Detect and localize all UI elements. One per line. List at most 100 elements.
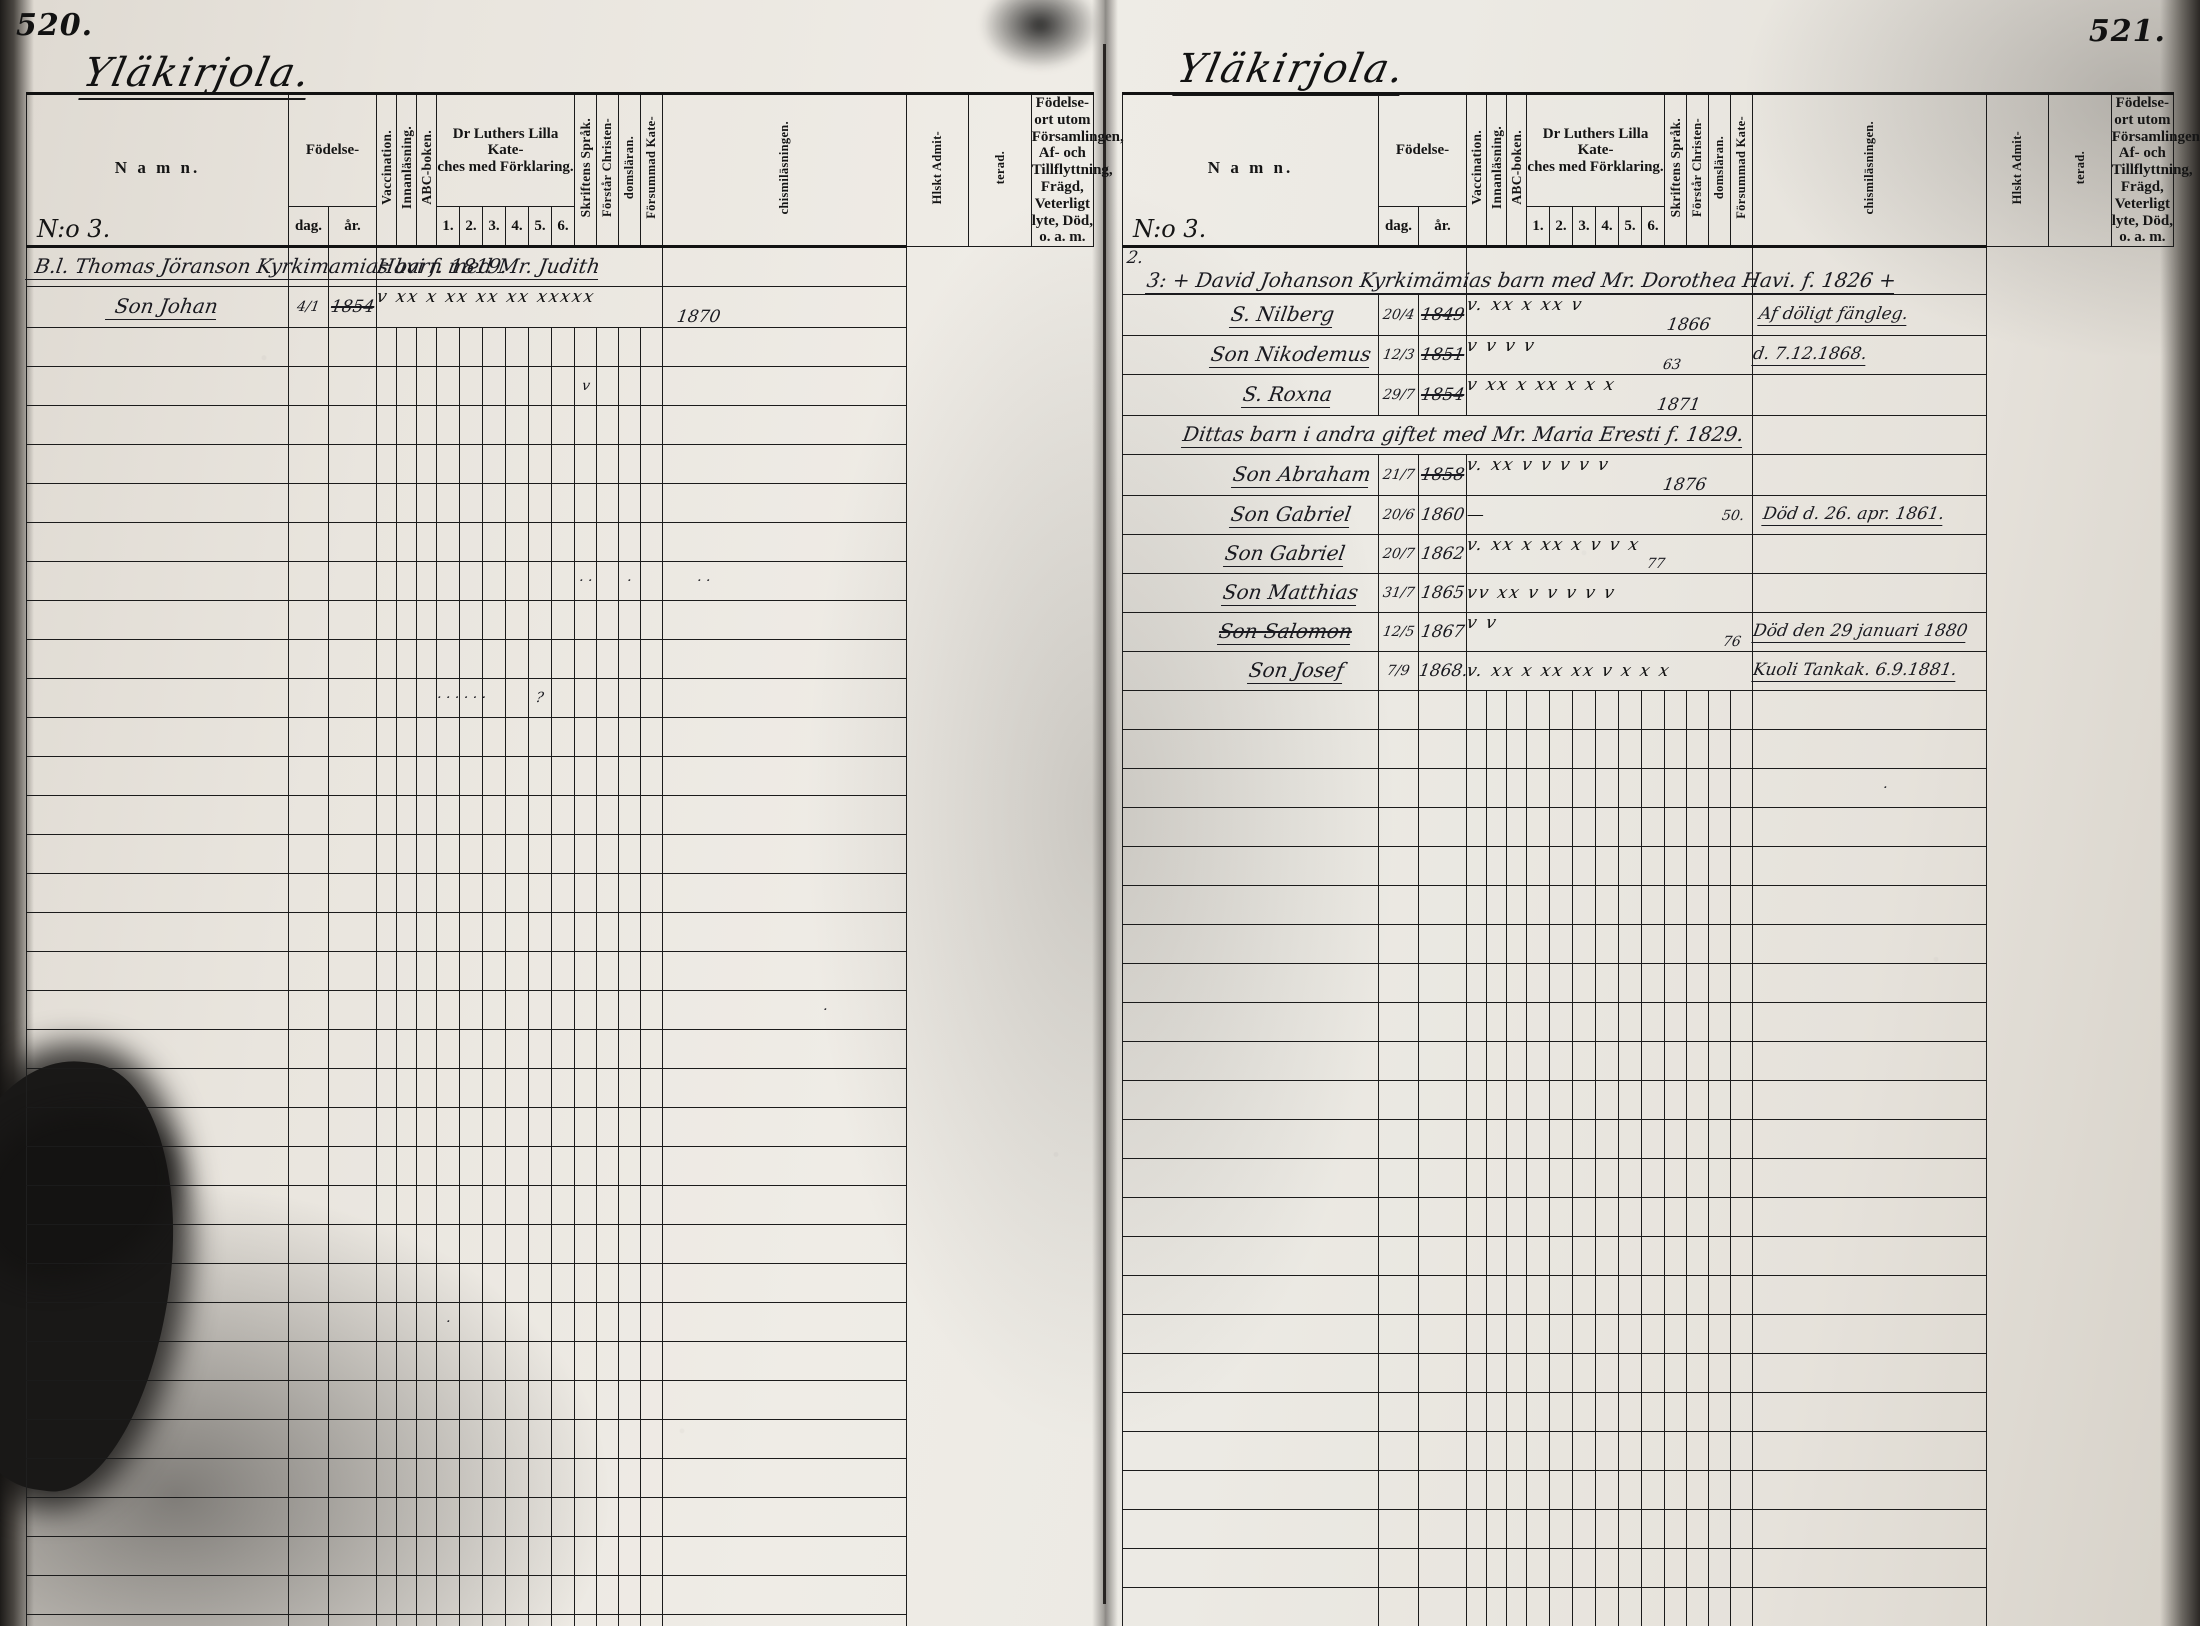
table-row [26,1107,1094,1148]
table-row: v [26,366,1094,407]
table-row [1122,1314,2174,1355]
cell-year: 1865 [1417,573,1468,614]
cell-marks: v xx x xx xx xx xxxxx 1870 [375,286,722,329]
entry-admitted: 63 [1661,357,1683,374]
col-header-vaccination: Vaccination. [376,91,398,248]
col-header-skriftens-sprak: Skriftens Språk. [1664,91,1688,248]
table-row [1122,1392,2174,1433]
entry-notes: Död den 29 januari 1880 [1751,621,1969,644]
col-header-birth-day: dag. [288,206,329,248]
catechism-line-2: ches med Förklaring. [437,159,574,176]
cell-name: Son Josef [1122,651,1379,692]
cell-day: 4/1 [288,286,329,329]
register-table-left: N a m n. N:o 3. Födelse- Vaccination. In… [24,91,1124,1626]
cell-name: S. Roxna [1122,374,1379,417]
catechism-line-1: Dr Luthers Lilla Kate- [1542,125,1649,159]
table-row [26,405,1094,446]
table-row [26,1146,1094,1187]
cell-name: Son Nikodemus [1122,335,1379,376]
col-header-birth-day: dag. [1378,206,1419,248]
entry-name: S. Roxna [1240,382,1334,409]
table-row: Son Gabriel 20/7 1862 v. xx x xx x v v x… [1122,534,2174,575]
entry-marks: v xx x xx x x x [1464,375,1618,396]
cell-notes: Död d. 26. apr. 1861. [1752,495,1988,536]
catechism-line-2: ches med Förklaring. [1527,159,1664,176]
table-row [26,834,1094,875]
table-row [26,795,1094,836]
table-row [1122,885,2174,926]
cell-name: B.l. Thomas Jöranson Kyrkimamias barn me… [24,245,602,288]
table-row [1122,1041,2174,1082]
notes-line-3: Veterligt lyte, Död, o. a. m. [1031,195,1093,246]
entry-day: 7/9 [1385,663,1412,680]
col-header-number: N:o 3. [37,215,111,244]
col-header-innanlasning: Innanläsning. [1486,91,1508,248]
table-row [26,1224,1094,1265]
cell-year: 1851 [1417,335,1468,376]
entry-marks: vv xx v v v v v [1464,583,1618,604]
table-row: · · · · · ·? [26,678,1094,719]
cell-day: 21/7 [1378,454,1419,497]
cell-notes [1752,245,1988,296]
entry-day: 12/3 [1381,347,1416,364]
table-row [1122,1080,2174,1121]
cell-day: 12/3 [1378,335,1419,376]
entry-marks: — [1464,505,1489,526]
entry-year: 1854 [1419,385,1466,406]
col-header-cat-3: 3. [1572,206,1597,248]
cell-notes [1752,415,1988,456]
entry-name: B.l. Thomas Jöranson Kyrkimamias barn me… [24,254,602,281]
table-row [26,717,1094,758]
entry-year: 1858 [1419,465,1466,486]
col-header-forsummad-katekes: Försummad Kate- [1730,91,1754,248]
table-row [1122,924,2174,965]
cell-marks: v v 76 [1464,612,1754,653]
cell-day: 12/5 [1378,612,1419,653]
table-row [1122,1470,2174,1511]
table-row [26,1263,1094,1304]
col-header-name-label: N a m n. [1207,157,1294,177]
cell-notes: Af döligt fängleg. [1752,294,1988,337]
table-row: · [26,1302,1094,1343]
notes-line-2: Af- och Tillflyttning, Frägd, [2111,145,2193,195]
entry-marks: v v v v [1464,336,1538,357]
entry-notes: Död d. 26. apr. 1861. [1761,504,1946,527]
entry-year: 1851 [1419,345,1466,366]
cell-marks: v xx x xx x x x 1871 [1464,374,1754,417]
right-register-half: N a m n. N:o 3. Födelse- Vaccination. In… [1121,91,2200,1626]
cell-notes [1752,534,1988,575]
table-row: Son Josef 7/9 1868. v. xx x xx xx v x x … [1122,651,2174,692]
table-row: Son Matthias 31/7 1865 vv xx v v v v v [1122,573,2174,614]
entry-day: 21/7 [1381,467,1416,484]
col-header-terad: terad. [968,91,1032,248]
table-row [1122,1587,2174,1626]
catechism-line-1: Dr Luthers Lilla Kate- [452,125,559,159]
table-row [1122,1548,2174,1589]
entry-day: 12/5 [1381,624,1416,641]
table-row: · [26,990,1094,1031]
col-header-birth: Födelse- [1377,91,1468,208]
entry-name: Son Gabriel [1228,502,1353,529]
folio-number-right: 521. [2088,14,2166,49]
gutter-crease [1103,44,1106,1604]
table-row [26,522,1094,563]
entry-name: Son Johan [104,294,220,321]
cell-name: Son Abraham [1122,454,1379,497]
cell-marks: v. xx x xx v 1866 [1464,294,1754,337]
entry-day: 20/6 [1381,507,1416,524]
table-row [1122,1119,2174,1160]
entry-marks: v. xx x xx v [1464,295,1586,316]
table-row [26,1614,1094,1626]
entry-marks: v v [1464,613,1500,634]
entry-marks: v. xx v v v v v [1464,455,1612,476]
cell-notes: Död den 29 januari 1880 [1751,612,1988,653]
table-row [1122,1197,2174,1238]
register-body-right: 2. 3: + David Johanson Kyrkimämias barn … [1121,245,2174,1626]
cell-day: 31/7 [1378,573,1419,614]
col-header-chismilasningen: chismiläsningen. [662,91,908,248]
table-row [26,873,1094,914]
table-row: Son Salomon 12/5 1867 v v 76 Död den 29 … [1122,612,2174,653]
cell-year [327,245,378,288]
cell-name: Son Matthias [1122,573,1379,614]
table-row [26,1497,1094,1538]
